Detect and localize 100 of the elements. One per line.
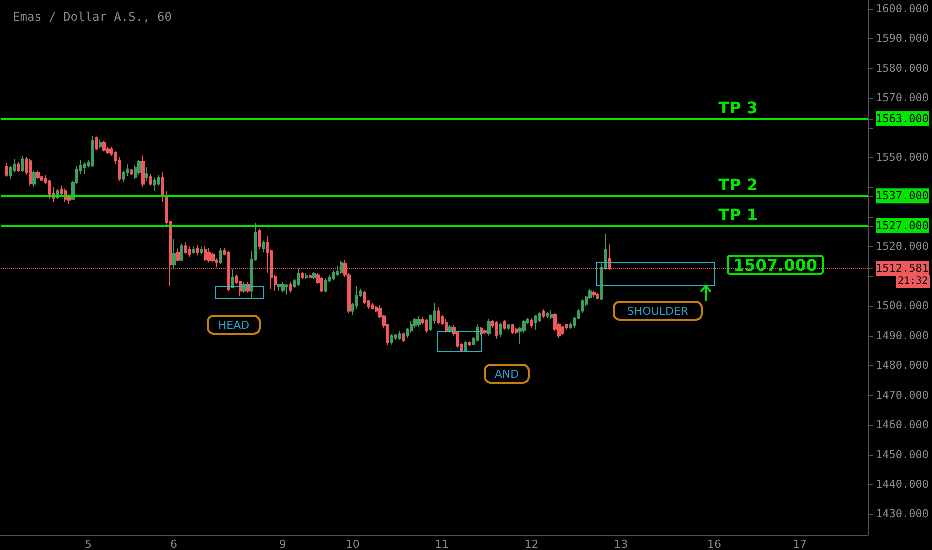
candlestick: [312, 272, 316, 280]
candlestick: [134, 164, 137, 180]
candlestick: [546, 312, 549, 319]
y-tick-label: 1450.000: [876, 448, 930, 462]
candlestick: [503, 320, 506, 330]
y-tick-label: 1512.581: [876, 262, 930, 276]
candlestick: [445, 319, 448, 334]
y-tick-label: 1520.000: [876, 240, 930, 254]
candlestick: [507, 323, 510, 330]
candlestick: [281, 282, 285, 294]
x-tick-label: 5: [85, 538, 92, 550]
text: 21:32: [896, 275, 930, 288]
candlestick: [196, 244, 199, 256]
candlestick: [17, 161, 20, 173]
x-tick-label: 9: [279, 538, 286, 550]
candlestick: [487, 319, 491, 336]
candlestick: [476, 324, 479, 342]
candlestick: [141, 155, 145, 188]
y-tick-label: 1537.000: [876, 190, 930, 203]
y-tick-label: 1563.000: [876, 112, 930, 126]
candlestick: [207, 248, 211, 264]
candlestick: [390, 334, 393, 346]
candlestick: [530, 318, 533, 328]
candlestick: [592, 290, 596, 298]
annotation: AND: [484, 364, 530, 384]
candlestick: [200, 246, 203, 254]
candlestick: [48, 179, 51, 200]
candlestick: [5, 162, 8, 178]
candlestick: [161, 172, 164, 203]
y-tick-label: 1470.000: [876, 388, 930, 402]
candlestick: [176, 248, 180, 262]
candlestick: [204, 246, 207, 262]
candlestick: [499, 322, 502, 338]
candlestick: [36, 170, 40, 180]
ref-line-label: TP 3: [718, 98, 758, 118]
x-tick-label: 10: [346, 538, 360, 550]
candlestick: [550, 310, 553, 320]
x-tick-label: 11: [435, 538, 450, 550]
candlestick: [340, 261, 343, 275]
candlestick: [398, 330, 401, 341]
candlestick: [130, 168, 133, 176]
y-tick-label: 1430.000: [876, 508, 930, 521]
candlestick: [425, 319, 428, 334]
candlestick: [91, 135, 94, 168]
candlestick: [145, 167, 148, 182]
candlestick: [83, 162, 86, 175]
candlestick: [149, 174, 152, 186]
candlestick: [464, 340, 467, 353]
y-tick-label: 1570.000: [876, 92, 930, 105]
candlestick: [309, 274, 312, 279]
candlestick: [262, 240, 265, 254]
candlestick: [332, 270, 335, 282]
candlestick: [363, 290, 366, 305]
y-tick-label: 1490.000: [876, 329, 930, 342]
candlestick: [297, 268, 300, 287]
candlestick: [289, 282, 292, 294]
y-tick-label: 1460.000: [876, 418, 930, 432]
candlestick: [511, 323, 514, 335]
candlestick: [184, 242, 187, 254]
candlestick: [153, 177, 156, 192]
candlestick: [40, 175, 43, 182]
candlestick: [417, 316, 421, 328]
y-tick-label: 1500.000: [876, 300, 930, 313]
candlestick: [437, 307, 440, 326]
x-tick-label: 13: [614, 538, 628, 550]
candlestick: [188, 246, 191, 258]
candlestick: [21, 156, 24, 174]
x-tick-label: 12: [524, 538, 539, 550]
candlestick: [394, 334, 397, 341]
candlestick: [468, 341, 471, 347]
candlestick: [99, 139, 102, 150]
annotation: SHOULDER: [613, 301, 703, 321]
y-tick-label: 1527.000: [876, 219, 930, 232]
candlestick: [402, 332, 405, 343]
candlestick: [231, 268, 234, 289]
candlestick: [32, 170, 36, 188]
candlestick: [305, 272, 308, 280]
candlestick: [219, 248, 222, 266]
candlestick: [495, 320, 498, 340]
x-tick-label: 17: [792, 538, 807, 550]
candlestick: [542, 308, 545, 319]
candlestick: [515, 327, 518, 335]
y-tick-label: 1580.000: [876, 62, 930, 75]
annotation: 1507.000: [727, 255, 824, 275]
ref-line-label: TP 1: [718, 205, 758, 224]
candlestick: [102, 140, 106, 152]
annotation: HEAD: [207, 315, 261, 335]
y-tick-label: 1480.000: [876, 359, 930, 372]
candlestick: [483, 329, 487, 335]
candlestick: [324, 278, 327, 294]
candlestick: [277, 284, 281, 292]
ref-line-label: TP 2: [718, 176, 758, 195]
y-tick-label: 1550.000: [876, 151, 930, 164]
candlestick: [285, 284, 288, 296]
candlestick: [336, 266, 339, 277]
y-tick-label: 1590.000: [876, 32, 930, 46]
x-tick-label: 16: [707, 538, 722, 550]
x-tick-label: 6: [170, 538, 178, 550]
candlestick: [301, 271, 304, 280]
text: Emas / Dollar A.S., 60: [13, 10, 172, 24]
